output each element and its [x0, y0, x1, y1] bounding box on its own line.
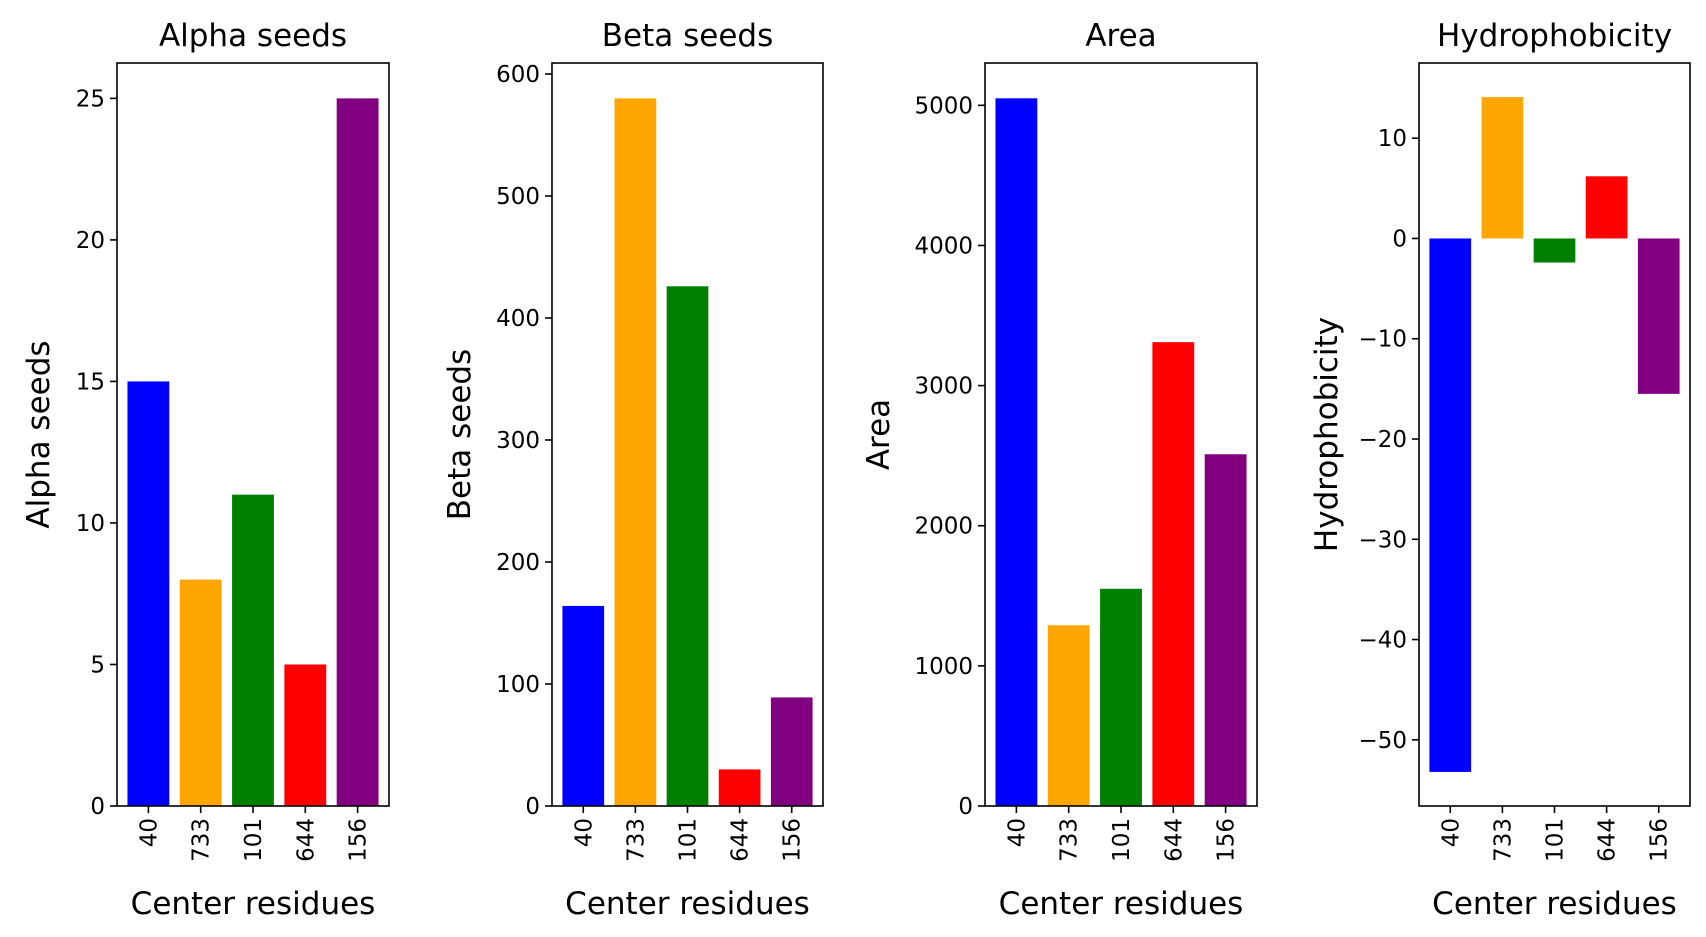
- y-tick-label: −50: [1358, 728, 1407, 754]
- y-tick-label: 4000: [914, 233, 973, 259]
- x-tick-label: 733: [623, 818, 649, 862]
- x-tick-label: 40: [136, 818, 162, 847]
- chart-panel-0: 0 5 10 15 20 25 40 733 101 644 156 Alpha seeds Cente…: [21, 18, 390, 922]
- y-tick-label: 0: [958, 794, 973, 820]
- y-tick-label: 20: [76, 228, 105, 254]
- chart-title: Area: [1085, 18, 1156, 54]
- x-axis-label: Center residues: [1432, 886, 1677, 922]
- x-tick-label: 40: [1004, 818, 1030, 847]
- bar-156: [1204, 454, 1247, 806]
- x-tick-label: 156: [346, 818, 372, 862]
- chart-panel-3: −50 −40 −30 −20 −10 0 10 40 733 101 644 156 Hydropho…: [1309, 18, 1691, 922]
- bar-733: [179, 579, 222, 806]
- x-axis-label: Center residues: [999, 886, 1244, 922]
- y-axis-label: Beta seeds: [442, 349, 478, 520]
- chart-panel-1: 0 100 200 300 400 500 600 40 733 101 644 156 Beta se…: [442, 18, 824, 922]
- x-tick-label: 101: [1109, 818, 1135, 862]
- y-tick-label: 1000: [914, 654, 973, 680]
- chart-title: Hydrophobicity: [1437, 18, 1672, 54]
- x-tick-label: 644: [728, 818, 754, 862]
- x-tick-label: 101: [1543, 818, 1569, 862]
- x-tick-label: 733: [189, 818, 215, 862]
- y-axis-label: Hydrophobicity: [1309, 317, 1345, 552]
- y-tick-label: 5: [90, 652, 105, 678]
- x-tick-label: 156: [780, 818, 806, 862]
- bar-156: [770, 697, 813, 806]
- x-tick-label: 644: [1161, 818, 1187, 862]
- y-tick-label: 300: [496, 428, 540, 454]
- bar-40: [127, 381, 170, 806]
- y-tick-label: 3000: [914, 374, 973, 400]
- y-tick-label: 100: [496, 672, 540, 698]
- bar-40: [562, 605, 605, 806]
- x-tick-label: 40: [1438, 818, 1464, 847]
- x-tick-label: 156: [1214, 818, 1240, 862]
- y-tick-label: −20: [1358, 427, 1407, 453]
- y-tick-label: 10: [1378, 126, 1407, 152]
- x-tick-label: 101: [676, 818, 702, 862]
- bar-156: [1637, 238, 1680, 394]
- y-tick-label: −40: [1358, 628, 1407, 654]
- y-tick-label: 600: [496, 62, 540, 88]
- y-tick-label: 200: [496, 550, 540, 576]
- y-tick-label: −10: [1358, 327, 1407, 353]
- bar-101: [232, 494, 274, 806]
- x-axis-label: Center residues: [131, 886, 376, 922]
- x-tick-label: 644: [293, 818, 319, 862]
- bar-644: [284, 664, 327, 806]
- bar-644: [718, 769, 761, 806]
- y-tick-label: 10: [76, 511, 105, 537]
- y-tick-label: 0: [90, 794, 105, 820]
- y-tick-label: 5000: [914, 93, 973, 119]
- bar-40: [995, 98, 1038, 807]
- y-tick-label: 0: [1392, 226, 1407, 252]
- bar-733: [1481, 97, 1524, 239]
- bar-40: [1429, 238, 1472, 772]
- y-axis-label: Area: [861, 399, 897, 470]
- x-tick-label: 733: [1057, 818, 1083, 862]
- x-tick-label: 40: [571, 818, 597, 847]
- x-axis-label: Center residues: [565, 886, 810, 922]
- x-tick-label: 644: [1595, 818, 1621, 862]
- y-tick-label: 400: [496, 306, 540, 332]
- y-tick-label: 15: [76, 369, 105, 395]
- bar-644: [1152, 342, 1195, 806]
- x-tick-label: 156: [1647, 818, 1673, 862]
- y-tick-label: 500: [496, 184, 540, 210]
- chart-title: Alpha seeds: [159, 18, 347, 54]
- x-tick-label: 733: [1490, 818, 1516, 862]
- bar-101: [666, 286, 709, 807]
- bar-156: [336, 98, 379, 806]
- y-tick-label: 25: [76, 86, 105, 112]
- bar-733: [1047, 625, 1090, 806]
- x-tick-label: 101: [241, 818, 267, 862]
- chart-panel-2: 0 1000 2000 3000 4000 5000 40 733 101 644 156 Area C…: [861, 18, 1258, 922]
- y-tick-label: 0: [525, 794, 540, 820]
- y-tick-label: −30: [1358, 527, 1407, 553]
- chart-title: Beta seeds: [602, 18, 773, 54]
- bar-101: [1533, 238, 1576, 263]
- y-tick-label: 2000: [914, 514, 973, 540]
- bar-101: [1100, 588, 1142, 806]
- bar-733: [614, 98, 657, 806]
- y-axis-label: Alpha seeds: [21, 340, 57, 528]
- bar-644: [1585, 176, 1628, 239]
